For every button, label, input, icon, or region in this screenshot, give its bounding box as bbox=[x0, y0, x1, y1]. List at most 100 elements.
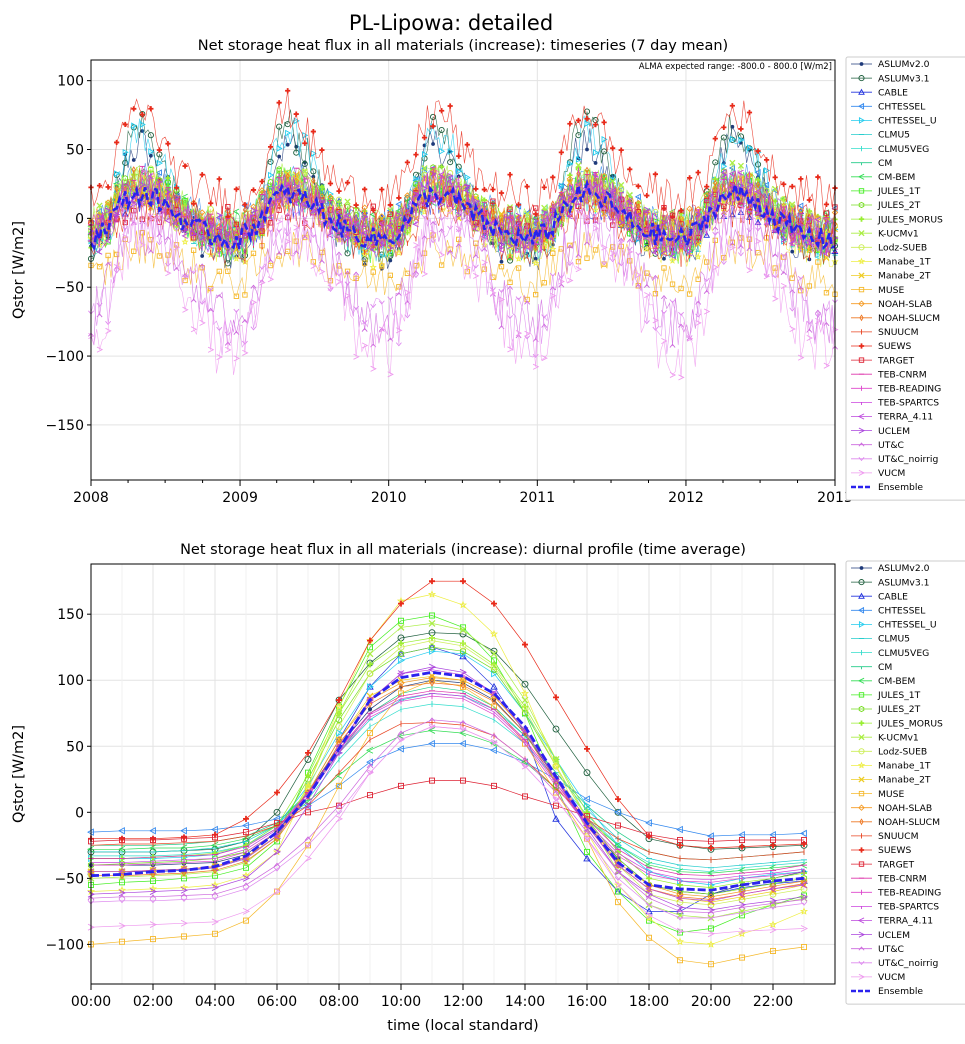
diurnal-xtick-label: 00:00 bbox=[71, 994, 111, 1010]
diurnal-point bbox=[118, 889, 127, 897]
diurnal-xtick-label: 18:00 bbox=[629, 994, 669, 1010]
timeseries-point bbox=[806, 334, 813, 341]
legend-entry-chtessel: CHTESSEL bbox=[851, 606, 926, 617]
timeseries-point bbox=[669, 233, 677, 240]
legend-label-chtessel-u: CHTESSEL_U bbox=[878, 116, 937, 127]
legend-entry-clmu5: CLMU5 bbox=[851, 130, 910, 141]
diurnal-point bbox=[428, 619, 436, 627]
diurnal-ytick-label: −100 bbox=[46, 937, 84, 953]
timeseries-point bbox=[232, 254, 241, 262]
diurnal-point bbox=[180, 933, 187, 940]
timeseries-point bbox=[225, 203, 231, 210]
diurnal-point bbox=[211, 884, 220, 891]
timeseries-point bbox=[822, 250, 830, 257]
diurnal-point bbox=[367, 661, 373, 668]
timeseries-point bbox=[190, 270, 197, 275]
timeseries-point bbox=[643, 283, 650, 289]
legend-label-noah-slucm: NOAH-SLUCM bbox=[878, 313, 940, 324]
diurnal-point bbox=[273, 862, 281, 868]
timeseries-point bbox=[780, 236, 788, 243]
diurnal-point bbox=[676, 927, 685, 935]
timeseries-point bbox=[533, 291, 539, 298]
timeseries-point bbox=[507, 315, 513, 320]
diurnal-point bbox=[305, 842, 312, 849]
timeseries-point bbox=[712, 226, 719, 231]
diurnal-line-utandc bbox=[90, 719, 805, 914]
diurnal-point bbox=[396, 670, 405, 678]
timeseries-point bbox=[464, 268, 470, 275]
timeseries-point bbox=[618, 238, 625, 245]
diurnal-point bbox=[521, 689, 529, 697]
diurnal-xtick-label: 20:00 bbox=[691, 994, 731, 1010]
diurnal-line-snuucm bbox=[90, 722, 805, 861]
diurnal-series-vucm bbox=[87, 723, 809, 938]
timeseries-point bbox=[481, 237, 488, 242]
timeseries-point bbox=[173, 186, 180, 194]
timeseries-point bbox=[583, 108, 591, 115]
timeseries-point bbox=[361, 327, 368, 332]
legend-marker-uclem bbox=[858, 931, 866, 938]
diurnal-point bbox=[428, 723, 437, 730]
timeseries-point bbox=[678, 323, 685, 328]
legend-label-lodz-sueb: Lodz-SUEB bbox=[878, 243, 927, 254]
legend-marker-manabe-1t bbox=[857, 257, 866, 265]
timeseries-point bbox=[755, 181, 761, 189]
timeseries-point bbox=[429, 197, 436, 204]
legend-marker-aslumv3-1 bbox=[858, 75, 865, 82]
timeseries-point bbox=[292, 200, 300, 207]
timeseries-point bbox=[182, 163, 188, 169]
timeseries-point bbox=[404, 207, 412, 214]
timeseries-point bbox=[207, 286, 214, 291]
diurnal-point bbox=[149, 936, 156, 943]
timeseries-point bbox=[130, 197, 137, 204]
timeseries-point bbox=[268, 171, 275, 179]
diurnal-series-aslumv2-0 bbox=[88, 678, 807, 897]
timeseries-point bbox=[395, 291, 402, 297]
timeseries-point bbox=[601, 210, 608, 217]
timeseries-point bbox=[738, 204, 745, 211]
timeseries-point bbox=[549, 292, 557, 299]
legend-entry-jules-2t: JULES_2T bbox=[851, 704, 921, 715]
timeseries-point bbox=[721, 203, 727, 210]
diurnal-line-k-ucmv1 bbox=[90, 623, 805, 919]
diurnal-point bbox=[87, 923, 96, 931]
diurnal-xtick-label: 12:00 bbox=[443, 994, 483, 1010]
timeseries-point bbox=[678, 311, 685, 316]
diurnal-point bbox=[149, 888, 158, 895]
timeseries-point bbox=[755, 238, 762, 245]
timeseries-point bbox=[122, 213, 129, 218]
timeseries-point bbox=[113, 269, 120, 274]
diurnal-point bbox=[459, 642, 467, 650]
timeseries-point bbox=[301, 219, 309, 226]
timeseries-series-ensemble bbox=[89, 178, 836, 251]
timeseries-point bbox=[378, 242, 386, 249]
legend-marker-chtessel bbox=[857, 606, 865, 614]
diurnal-point bbox=[770, 947, 777, 954]
legend-label-target: TARGET bbox=[877, 355, 914, 366]
diurnal-point bbox=[181, 869, 187, 877]
timeseries-point bbox=[147, 213, 154, 218]
diurnal-point bbox=[706, 897, 715, 905]
timeseries-ytick-label: −150 bbox=[46, 418, 84, 434]
legend-label-suews: SUEWS bbox=[878, 341, 911, 352]
diurnal-point bbox=[677, 957, 684, 964]
timeseries-point bbox=[755, 221, 761, 226]
timeseries-point bbox=[267, 228, 274, 233]
timeseries-point bbox=[541, 355, 548, 362]
diurnal-point bbox=[490, 650, 498, 658]
diurnal-point bbox=[708, 925, 715, 932]
timeseries-point bbox=[216, 268, 222, 275]
legend-entry-vucm: VUCM bbox=[851, 468, 905, 479]
timeseries-point bbox=[806, 283, 813, 289]
legend-entry-clmu5veg: CLMU5VEG bbox=[851, 648, 929, 659]
diurnal-point bbox=[799, 907, 809, 915]
timeseries-point bbox=[686, 335, 694, 342]
timeseries-point bbox=[558, 149, 564, 155]
diurnal-point bbox=[801, 837, 808, 844]
timeseries-point bbox=[225, 346, 232, 353]
legend-entry-teb-spartcs: TEB-SPARTCS bbox=[851, 902, 939, 913]
diurnal-point bbox=[366, 763, 374, 769]
diurnal-xtick-label: 14:00 bbox=[505, 994, 545, 1010]
timeseries-point bbox=[738, 126, 744, 132]
timeseries-point bbox=[241, 319, 248, 324]
